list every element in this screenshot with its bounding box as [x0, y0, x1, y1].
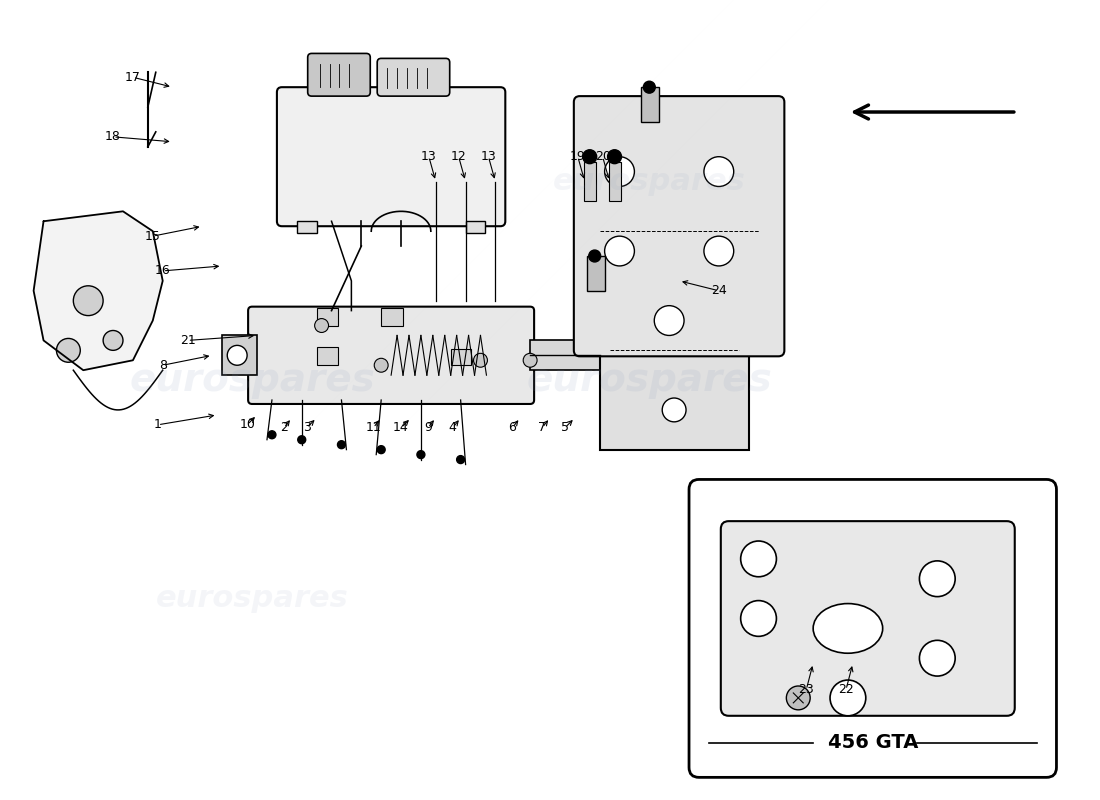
Text: 5: 5: [561, 422, 569, 434]
Text: 13: 13: [481, 150, 496, 163]
Text: eurospares: eurospares: [129, 361, 375, 399]
Text: 10: 10: [239, 418, 255, 431]
Bar: [530, 341, 649, 370]
FancyBboxPatch shape: [249, 306, 535, 404]
Text: 9: 9: [424, 422, 432, 434]
Text: eurospares: eurospares: [553, 167, 746, 196]
FancyBboxPatch shape: [574, 96, 784, 356]
Text: 14: 14: [393, 422, 409, 434]
Text: eurospares: eurospares: [156, 584, 349, 613]
Circle shape: [417, 450, 425, 458]
Text: eurospares: eurospares: [527, 361, 772, 399]
Text: 2: 2: [279, 422, 288, 434]
Bar: [465, 222, 485, 233]
Circle shape: [654, 306, 684, 335]
Circle shape: [338, 441, 345, 449]
FancyBboxPatch shape: [689, 479, 1056, 778]
Bar: [317, 308, 339, 326]
Circle shape: [315, 318, 329, 333]
Circle shape: [56, 338, 80, 362]
Circle shape: [786, 686, 811, 710]
Circle shape: [607, 150, 621, 164]
Bar: [451, 350, 471, 366]
Ellipse shape: [813, 603, 882, 654]
FancyBboxPatch shape: [377, 58, 450, 96]
Bar: [608, 162, 620, 202]
Circle shape: [377, 446, 385, 454]
Circle shape: [662, 329, 686, 352]
Bar: [600, 231, 749, 450]
Text: 24: 24: [711, 284, 727, 298]
Bar: [584, 162, 596, 202]
Text: 1: 1: [154, 418, 162, 431]
Bar: [222, 335, 257, 375]
Circle shape: [644, 82, 656, 93]
Text: 21: 21: [179, 334, 196, 347]
Circle shape: [298, 436, 306, 444]
Text: 16: 16: [155, 265, 170, 278]
Circle shape: [456, 456, 464, 463]
Circle shape: [524, 354, 537, 367]
FancyBboxPatch shape: [277, 87, 505, 226]
Circle shape: [103, 330, 123, 350]
Circle shape: [473, 354, 487, 367]
Text: 12: 12: [451, 150, 466, 163]
FancyBboxPatch shape: [308, 54, 371, 96]
Circle shape: [662, 269, 686, 293]
Text: 3: 3: [302, 422, 310, 434]
Circle shape: [740, 541, 777, 577]
Circle shape: [704, 157, 734, 186]
Text: 4: 4: [449, 422, 456, 434]
Circle shape: [588, 250, 601, 262]
Text: 18: 18: [106, 130, 121, 143]
Circle shape: [374, 358, 388, 372]
Text: 13: 13: [421, 150, 437, 163]
Text: 19: 19: [570, 150, 585, 163]
Polygon shape: [34, 211, 163, 370]
Text: 20: 20: [595, 150, 610, 163]
Circle shape: [605, 236, 635, 266]
Bar: [317, 347, 339, 366]
Text: 11: 11: [365, 422, 381, 434]
Circle shape: [704, 236, 734, 266]
Circle shape: [740, 601, 777, 636]
Bar: [297, 222, 317, 233]
Text: 15: 15: [145, 230, 161, 242]
Circle shape: [920, 561, 955, 597]
Text: 7: 7: [538, 422, 546, 434]
Bar: [641, 87, 659, 122]
Circle shape: [228, 346, 248, 366]
Circle shape: [268, 430, 276, 438]
Text: 8: 8: [158, 358, 167, 372]
Text: 6: 6: [508, 422, 516, 434]
Bar: [586, 256, 605, 290]
Circle shape: [920, 640, 955, 676]
Circle shape: [74, 286, 103, 315]
FancyBboxPatch shape: [720, 521, 1014, 716]
Text: 456 GTA: 456 GTA: [827, 733, 917, 752]
Circle shape: [662, 398, 686, 422]
Text: 22: 22: [838, 683, 854, 697]
Text: 23: 23: [799, 683, 814, 697]
Circle shape: [605, 157, 635, 186]
Text: 17: 17: [125, 70, 141, 84]
Circle shape: [583, 150, 596, 164]
Bar: [382, 308, 403, 326]
Circle shape: [830, 680, 866, 716]
